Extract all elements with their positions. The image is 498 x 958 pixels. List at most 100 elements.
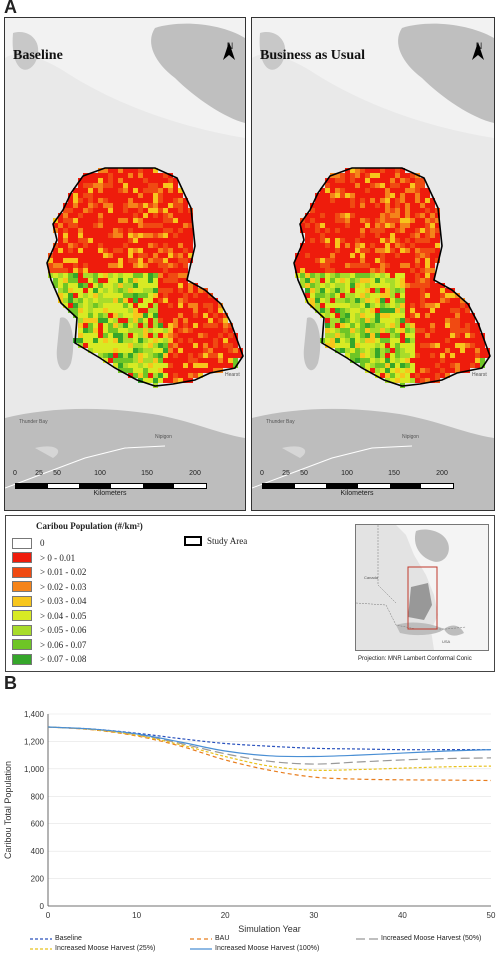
place-label: Nipigon [155,434,172,440]
lake-shape [259,32,286,70]
chart-legend-label: Increased Moose Harvest (25%) [55,945,156,952]
scale-tick: 50 [53,470,61,477]
legend-title: Caribou Population (#/km²) [36,521,143,531]
y-tick-label: 600 [31,820,45,829]
legend-item: > 0.05 - 0.06 [12,623,86,637]
panel-a-label: A [4,0,17,17]
legend-swatch [12,595,32,607]
series-line [47,726,492,782]
chart-legend-label: Increased Moose Harvest (100%) [215,945,320,952]
place-label: Hearst [472,372,487,378]
series-line [47,726,492,772]
map-legend: Caribou Population (#/km²) 0 > 0 - 0.01 > … [5,515,495,672]
scale-bar: 0 25 50 100 150 200 Kilometers [13,470,207,500]
projection-note: Projection: MNR Lambert Conformal Conic [358,656,472,662]
legend-label: > 0 - 0.01 [40,552,76,563]
x-tick-label: 10 [132,911,141,920]
x-tick-label: 0 [46,911,51,920]
x-tick-label: 40 [398,911,407,920]
series-line [47,726,492,758]
legend-item: > 0.01 - 0.02 [12,565,86,579]
study-area-legend: Study Area [184,536,247,546]
scale-tick: 25 [282,470,290,477]
y-tick-label: 200 [31,875,45,884]
study-area-swatch [184,536,202,546]
inset-label-canada: Canada [364,575,379,580]
map-title: Business as Usual [260,48,366,63]
scale-tick: 200 [436,470,448,477]
legend-item: 0 [12,536,45,550]
legend-line-swatch [356,937,378,940]
place-label: Thunder Bay [19,419,48,425]
x-tick-label: 30 [309,911,318,920]
baseline-map: Thunder Bay Nipigon Hearst Baseline N 0 25… [4,17,246,511]
chart-legend-item: Increased Moose Harvest (100%) [190,945,319,952]
north-arrow-icon: N [223,42,237,60]
legend-item: > 0.03 - 0.04 [12,594,86,608]
series-line [47,726,491,751]
legend-label: > 0.02 - 0.03 [40,581,87,592]
scale-tick: 150 [388,470,400,477]
lake-shape [12,32,39,70]
legend-line-swatch [30,937,52,940]
legend-swatch [12,653,32,665]
legend-item: > 0.04 - 0.05 [12,609,86,623]
scale-tick: 0 [260,470,264,477]
legend-swatch [12,552,32,563]
scale-unit: Kilometers [93,490,127,497]
legend-line-swatch [30,947,52,950]
x-tick-label: 20 [221,911,230,920]
scale-tick: 100 [94,470,106,477]
legend-label: > 0.04 - 0.05 [40,610,87,621]
y-tick-label: 800 [31,792,45,801]
inset-label-usa: USA [442,639,451,644]
y-tick-label: 400 [31,847,45,856]
study-area-label: Study Area [207,536,248,546]
legend-item: > 0.07 - 0.08 [12,652,86,666]
panel-b-label: B [4,673,17,693]
legend-item: > 0 - 0.01 [12,551,75,565]
population-line-chart: 0 200 400 600 800 1,000 1,200 1,400 0 10 20 30 40 50 S… [3,710,496,934]
business-as-usual-map: Thunder Bay Nipigon Hearst Business as Usu… [251,17,495,511]
scale-unit: Kilometers [340,490,374,497]
north-arrow-icon: N [472,42,486,60]
inset-locator-map: Canada USA [355,524,489,651]
legend-label: 0 [40,538,45,548]
y-tick-label: 1,400 [24,710,45,719]
chart-legend: Baseline BAU Increased Moose Harvest (50%)… [0,935,498,957]
y-axis-label: Caribou Total Population [3,761,13,859]
legend-label: > 0.07 - 0.08 [40,654,87,664]
caribou-density-grid [295,168,490,388]
scale-tick: 200 [189,470,201,477]
legend-label: > 0.01 - 0.02 [40,567,87,577]
legend-line-swatch [190,937,212,940]
map-title: Baseline [13,48,63,63]
y-tick-label: 1,200 [24,737,45,746]
place-label: Nipigon [402,434,419,440]
legend-label: > 0.05 - 0.06 [40,625,87,635]
lake-shape [56,317,74,371]
series-line [47,726,492,765]
lake-shape [303,317,321,371]
legend-label: > 0.03 - 0.04 [40,596,87,606]
legend-swatch [12,639,32,650]
legend-swatch [12,624,32,636]
study-area-boundary [46,167,244,387]
x-axis-label: Simulation Year [238,924,301,934]
legend-swatch [12,537,32,549]
chart-legend-label: BAU [215,935,230,942]
legend-swatch [12,566,32,578]
chart-legend-item: BAU [190,935,229,942]
chart-legend-item: Increased Moose Harvest (50%) [356,935,481,942]
legend-line-swatch [190,947,212,950]
scale-tick: 150 [141,470,153,477]
y-tick-label: 0 [40,902,45,911]
scale-tick: 25 [35,470,43,477]
caribou-density-grid [48,168,243,388]
scale-bar: 0 25 50 100 150 200 Kilometers [260,470,454,500]
legend-label: > 0.06 - 0.07 [40,639,87,650]
legend-item: > 0.02 - 0.03 [12,580,86,594]
study-area-boundary [293,167,491,387]
chart-legend-label: Increased Moose Harvest (50%) [381,935,482,942]
legend-swatch [12,610,32,621]
